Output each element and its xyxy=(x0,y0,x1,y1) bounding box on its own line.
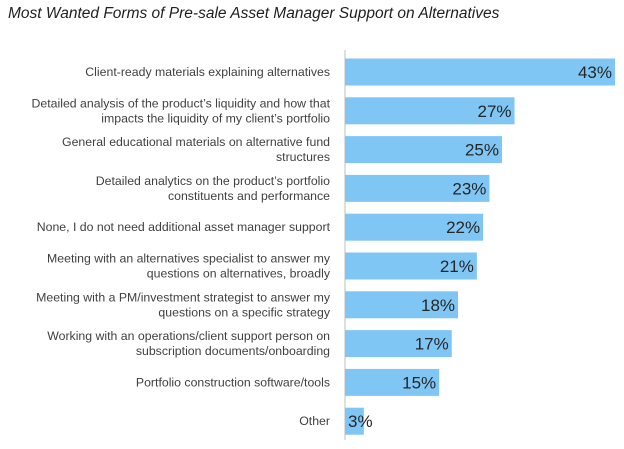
bar-5 xyxy=(345,252,477,280)
category-label-6-line-0: Meeting with a PM/investment strategist … xyxy=(36,290,331,304)
category-label-3-line-1: constituents and performance xyxy=(168,189,330,203)
category-label-6-line-1: questions on a specific strategy xyxy=(158,305,330,319)
value-label-7: 17% xyxy=(415,335,449,354)
value-label-2: 25% xyxy=(465,141,499,160)
bar-9 xyxy=(345,407,364,435)
category-label-7-line-0: Working with an operations/client suppor… xyxy=(47,329,330,343)
value-label-0: 43% xyxy=(578,63,612,82)
category-label-5-line-1: questions on alternatives, broadly xyxy=(147,267,331,281)
category-label-5-line-0: Meeting with an alternatives specialist … xyxy=(47,252,331,266)
value-label-3: 23% xyxy=(452,179,486,198)
category-label-0: Client-ready materials explaining altern… xyxy=(85,65,330,79)
value-label-4: 22% xyxy=(446,218,480,237)
value-label-1: 27% xyxy=(478,102,512,121)
value-label-6: 18% xyxy=(421,296,455,315)
bar-2 xyxy=(345,136,502,164)
bar-7 xyxy=(345,330,452,358)
category-label-7-line-1: subscription documents/onboarding xyxy=(136,344,330,358)
value-label-8: 15% xyxy=(402,373,436,392)
bar-8 xyxy=(345,368,440,396)
value-label-9: 3% xyxy=(348,412,373,431)
category-label-3-line-0: Detailed analytics on the product’s port… xyxy=(96,174,330,188)
bar-0 xyxy=(345,58,615,86)
value-label-5: 21% xyxy=(440,257,474,276)
bar-1 xyxy=(345,97,515,125)
chart-title: Most Wanted Forms of Pre-sale Asset Mana… xyxy=(8,5,500,22)
category-label-2-line-0: General educational materials on alterna… xyxy=(62,135,330,149)
category-label-4: None, I do not need additional asset man… xyxy=(37,220,331,234)
bar-4 xyxy=(345,213,484,241)
category-label-9: Other xyxy=(299,414,330,428)
category-label-1-line-0: Detailed analysis of the product’s liqui… xyxy=(32,96,331,110)
category-label-2-line-1: structures xyxy=(276,150,330,164)
category-label-1-line-1: impacts the liquidity of my client’s por… xyxy=(101,111,330,125)
bar-6 xyxy=(345,291,459,319)
category-label-8: Portfolio construction software/tools xyxy=(136,375,330,389)
bar-3 xyxy=(345,174,490,202)
